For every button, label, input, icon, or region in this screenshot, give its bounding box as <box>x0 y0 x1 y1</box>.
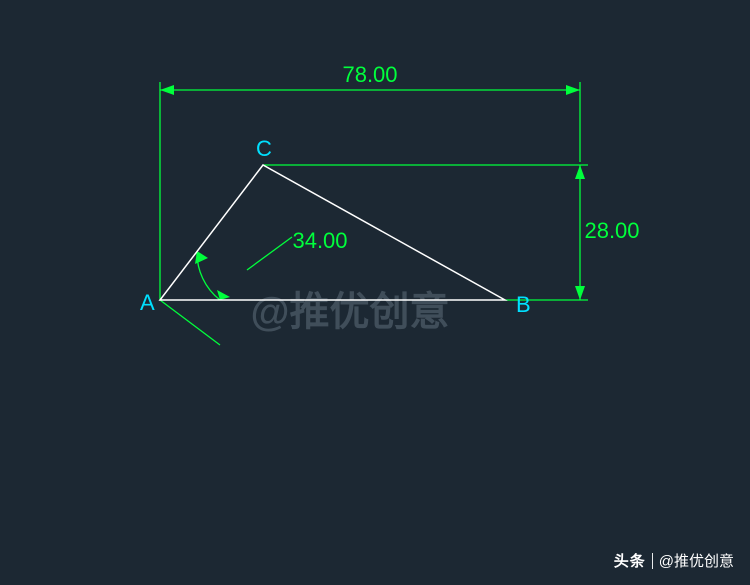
footer-handle: @推优创意 <box>659 550 734 571</box>
dim-horizontal-top-value: 78.00 <box>342 62 397 87</box>
cad-drawing: @推优创意 78.00 28.00 34.00 A B C <box>0 0 750 585</box>
vertex-label-a: A <box>140 290 155 315</box>
ext-angle <box>160 300 220 345</box>
vertex-label-b: B <box>516 292 531 317</box>
vertex-label-c: C <box>256 136 272 161</box>
footer-attribution: 头条 @推优创意 <box>614 550 734 571</box>
dim-vertical-right-value: 28.00 <box>584 218 639 243</box>
dim-angle-a-value: 34.00 <box>292 228 347 253</box>
footer-brand: 头条 <box>614 550 646 571</box>
footer-separator <box>652 553 653 569</box>
watermark-text: @推优创意 <box>250 290 449 334</box>
